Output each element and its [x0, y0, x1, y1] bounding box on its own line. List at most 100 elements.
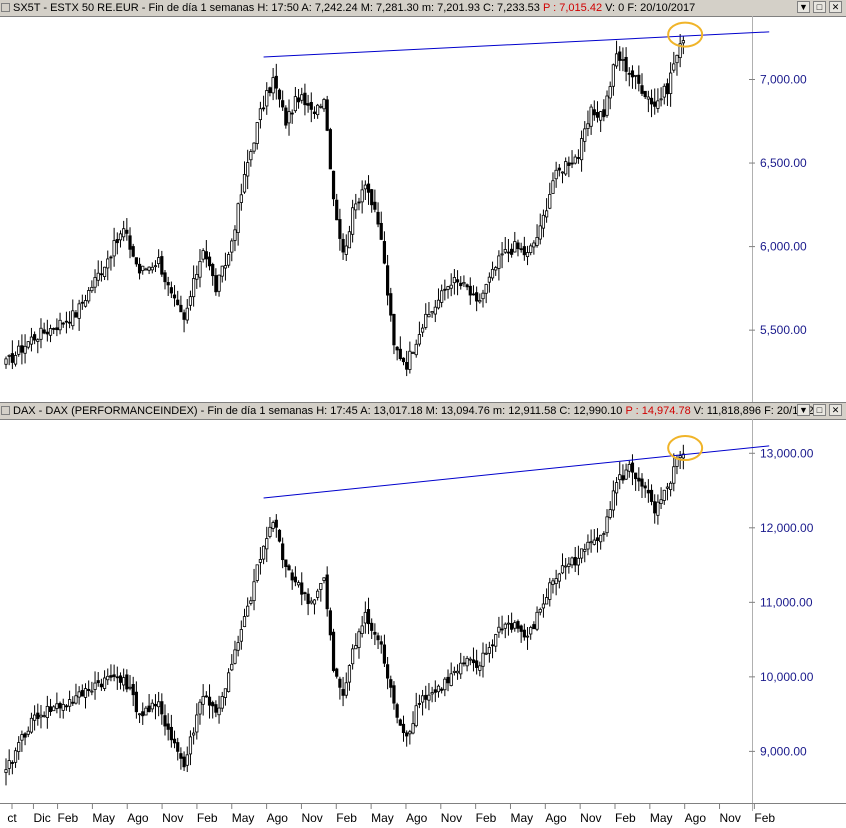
candle-body — [510, 248, 514, 255]
candle — [363, 601, 367, 634]
candle-body — [478, 665, 482, 671]
candle-body — [503, 249, 507, 253]
candle — [672, 51, 676, 73]
candle-body — [83, 688, 88, 698]
candle-body — [360, 625, 364, 634]
candle — [570, 556, 574, 569]
candle — [192, 265, 196, 307]
candle-body — [39, 327, 43, 340]
candle — [605, 90, 609, 118]
trendline[interactable] — [263, 445, 770, 499]
candle — [586, 534, 590, 556]
candle-body — [449, 673, 453, 686]
candle — [52, 705, 56, 712]
candle-body — [545, 210, 549, 218]
candle — [420, 689, 425, 716]
candle-body — [646, 489, 650, 494]
candle-body — [640, 478, 644, 487]
candle-body — [420, 327, 425, 333]
candle — [316, 588, 320, 601]
candle-body — [90, 286, 94, 292]
candle — [185, 746, 189, 773]
dropdown-button[interactable]: ▼ — [797, 1, 810, 13]
candle-body — [532, 624, 536, 630]
panel-menu-icon[interactable] — [1, 406, 10, 415]
y-tick-label: 5,500.00 — [760, 323, 807, 337]
candle-body — [312, 599, 317, 605]
candle-body — [551, 180, 555, 194]
candle-body — [545, 597, 549, 605]
candle — [163, 704, 167, 736]
candle-body — [226, 672, 231, 692]
close-button[interactable]: ✕ — [829, 404, 842, 416]
candle — [13, 747, 18, 768]
candle-body — [188, 296, 193, 306]
candle-body — [316, 104, 320, 116]
candle-body — [331, 170, 336, 200]
candle — [303, 83, 307, 116]
candle — [220, 265, 224, 283]
candle — [551, 172, 555, 194]
candle — [242, 161, 247, 194]
candle-body — [335, 668, 339, 677]
candle-body — [681, 40, 685, 44]
candle — [576, 149, 581, 164]
candle-body — [614, 482, 619, 494]
candle-body — [319, 583, 323, 590]
candle — [141, 702, 145, 725]
candle-body — [366, 183, 371, 193]
candle — [583, 121, 587, 152]
candle — [58, 701, 62, 719]
candle-body — [309, 101, 313, 110]
candle-body — [436, 299, 441, 309]
candle-body — [630, 462, 635, 473]
candle — [436, 288, 441, 310]
candle — [23, 334, 27, 364]
panel-menu-icon[interactable] — [1, 3, 10, 12]
candle — [446, 285, 450, 299]
candle-body — [430, 311, 434, 314]
candle-body — [440, 688, 444, 691]
candle — [634, 74, 638, 90]
candle — [236, 635, 240, 657]
candle — [64, 311, 69, 334]
candle-body — [42, 715, 46, 718]
candle-body — [484, 284, 488, 294]
maximize-button[interactable]: □ — [813, 404, 826, 416]
header-p-value: P : 14,974.78 — [625, 405, 691, 417]
dax-chart[interactable]: 9,000.00 10,000.00 11,000.00 12,000.00 13,00… — [0, 419, 846, 811]
maximize-button[interactable]: □ — [813, 1, 826, 13]
candle — [417, 321, 422, 347]
candle-body — [255, 564, 259, 581]
candle — [595, 101, 600, 123]
candle-body — [93, 682, 97, 690]
candle — [223, 252, 228, 281]
candle-body — [74, 695, 78, 704]
candle-body — [93, 277, 97, 288]
candle-body — [112, 674, 116, 677]
candle — [427, 683, 431, 711]
candle — [503, 236, 507, 254]
candle — [481, 642, 485, 678]
trendline[interactable] — [263, 31, 770, 58]
candle-body — [408, 731, 412, 735]
candle — [10, 760, 14, 775]
x-tick-label: ct — [7, 811, 17, 825]
candle — [147, 694, 151, 713]
close-button[interactable]: ✕ — [829, 1, 842, 13]
candle — [93, 671, 97, 700]
candle — [230, 238, 234, 262]
candle — [611, 63, 615, 96]
candle — [26, 726, 30, 738]
candle-body — [319, 105, 323, 108]
candle-body — [287, 111, 291, 124]
chart-header-sx5t: SX5T - ESTX 50 RE.EUR - Fin de día 1 sem… — [0, 0, 846, 17]
candle — [290, 109, 294, 124]
sx5t-chart[interactable]: 5,500.00 6,000.00 6,500.00 7,000.00 — [0, 16, 846, 402]
candle-body — [150, 702, 154, 710]
candle — [634, 472, 638, 491]
dropdown-button[interactable]: ▼ — [797, 404, 810, 416]
candle-body — [277, 529, 282, 542]
candle — [182, 309, 186, 333]
candle-body — [392, 685, 396, 704]
